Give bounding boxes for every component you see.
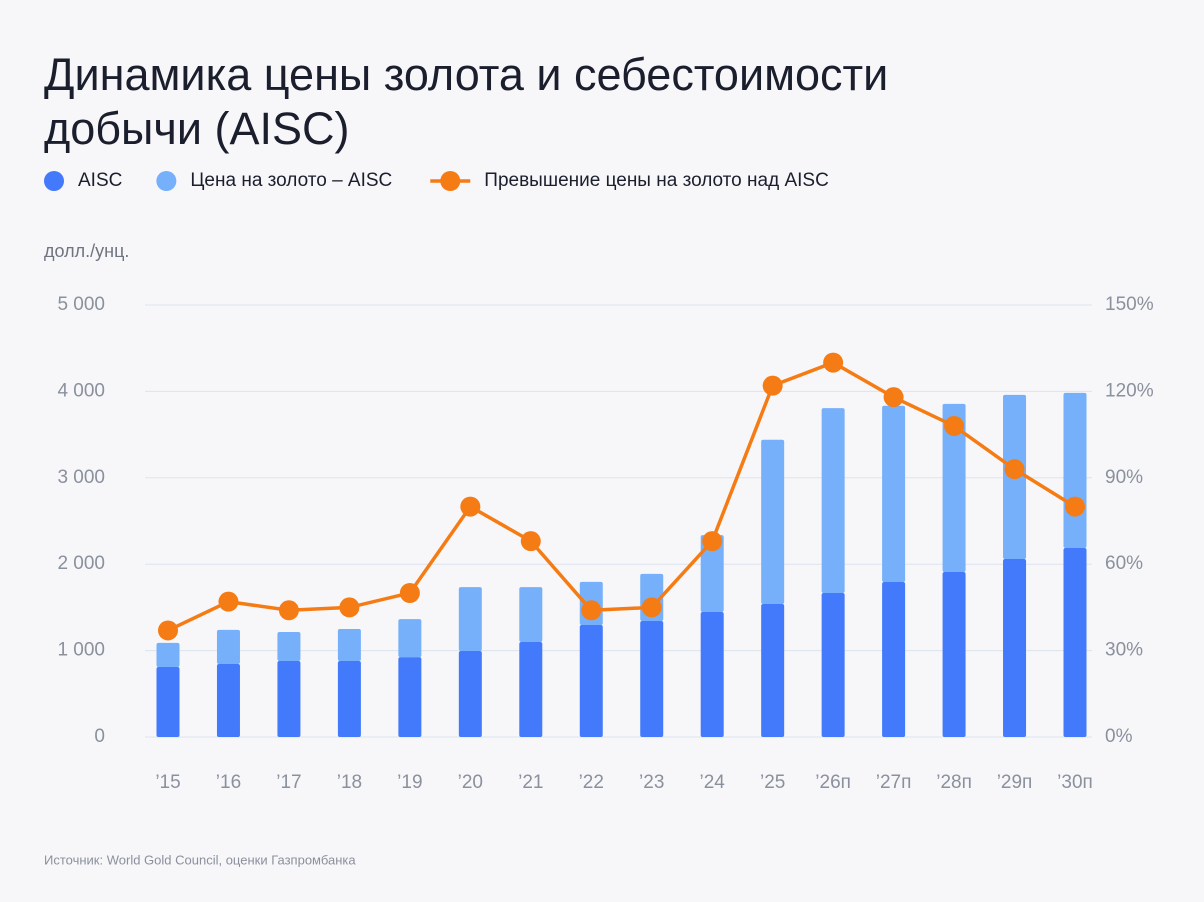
bar-segment — [821, 408, 845, 593]
bar-segment — [277, 660, 301, 737]
y-tick-label: 0 — [94, 726, 105, 747]
bar-segment — [882, 581, 906, 737]
legend-label: Превышение цены на золото над AISC — [484, 170, 829, 191]
bar-segment — [761, 603, 785, 737]
legend-marker — [156, 171, 177, 191]
bar-segment — [1063, 547, 1087, 737]
line-marker — [581, 600, 602, 621]
line-marker — [823, 352, 844, 373]
y2-tick-label: 60% — [1105, 553, 1143, 574]
bar-segment — [156, 667, 180, 737]
y-tick-label: 5 000 — [57, 294, 105, 315]
bar-segment — [216, 629, 240, 664]
y2-tick-label: 0% — [1105, 726, 1133, 747]
x-tick-label: ’26п — [815, 772, 851, 793]
x-tick-label: ’15 — [155, 772, 180, 793]
bar-segment — [398, 619, 422, 658]
bar-segment — [337, 660, 361, 737]
x-tick-label: ’24 — [700, 772, 726, 793]
bar-segment — [1003, 559, 1027, 737]
bar-segment — [700, 611, 724, 737]
line-marker — [1065, 496, 1085, 517]
line-marker — [399, 583, 420, 603]
line-marker — [702, 531, 723, 552]
bar-segment — [458, 651, 482, 737]
x-tick-label: ’20 — [458, 772, 483, 793]
bar-segment — [640, 620, 664, 737]
bar-segment — [216, 663, 240, 737]
x-tick-label: ’18 — [337, 772, 362, 793]
y-tick-label: 4 000 — [57, 380, 105, 401]
legend-label: Цена на золото – AISC — [190, 170, 392, 191]
bar-segment — [1063, 392, 1087, 548]
x-tick-label: ’22 — [579, 772, 604, 793]
x-tick-label: ’29п — [997, 772, 1033, 793]
y2-tick-label: 90% — [1105, 467, 1143, 488]
bar-segment — [821, 592, 845, 737]
bar-segment — [579, 625, 603, 737]
bar-segment — [458, 587, 482, 652]
line-marker — [944, 415, 965, 436]
line-marker — [1004, 459, 1025, 480]
chart-title: Динамика цены золота и себестоимости доб… — [44, 49, 889, 154]
line-marker — [339, 597, 360, 618]
x-tick-label: ’25 — [760, 772, 785, 793]
legend-marker — [44, 171, 64, 191]
line-marker — [278, 600, 299, 621]
bar-segment — [882, 405, 906, 582]
line-marker — [158, 620, 178, 641]
line-marker — [218, 591, 239, 612]
y2-tick-label: 30% — [1105, 640, 1143, 661]
legend-label: AISC — [78, 170, 122, 191]
y-tick-label: 2 000 — [57, 553, 105, 574]
bar-segment — [337, 629, 361, 661]
y-tick-label: 3 000 — [57, 467, 105, 488]
x-tick-label: ’27п — [876, 772, 912, 793]
bar-segment — [942, 571, 966, 737]
y2-tick-label: 150% — [1105, 294, 1154, 315]
line-marker — [883, 387, 904, 408]
y2-tick-label: 120% — [1105, 380, 1154, 401]
y-tick-label: 1 000 — [57, 640, 105, 661]
bar-segment — [156, 642, 180, 668]
x-tick-label: ’23 — [639, 772, 664, 793]
source: Источник: World Gold Council, оценки Газ… — [44, 852, 356, 867]
x-tick-label: ’28п — [936, 772, 972, 793]
line — [167, 360, 1076, 633]
bar-segment — [519, 641, 543, 737]
line-marker — [762, 375, 783, 396]
x-tick-label: ’16 — [216, 772, 241, 793]
x-tick-label: ’21 — [518, 772, 543, 793]
line-marker — [641, 597, 662, 618]
bar-segment — [277, 632, 301, 661]
x-tick-label: ’17 — [276, 772, 301, 793]
line-marker — [460, 496, 481, 517]
bar-segment — [761, 439, 785, 604]
y-axis-label: долл./унц. — [44, 241, 129, 261]
legend-marker — [440, 171, 461, 191]
x-tick-label: ’30п — [1057, 772, 1093, 793]
x-tick-label: ’19 — [397, 772, 422, 793]
bar-segment — [519, 587, 543, 642]
bar-segment — [700, 535, 724, 612]
bar-segment — [398, 657, 422, 737]
line-marker — [520, 531, 541, 552]
bar-segment — [942, 403, 966, 572]
